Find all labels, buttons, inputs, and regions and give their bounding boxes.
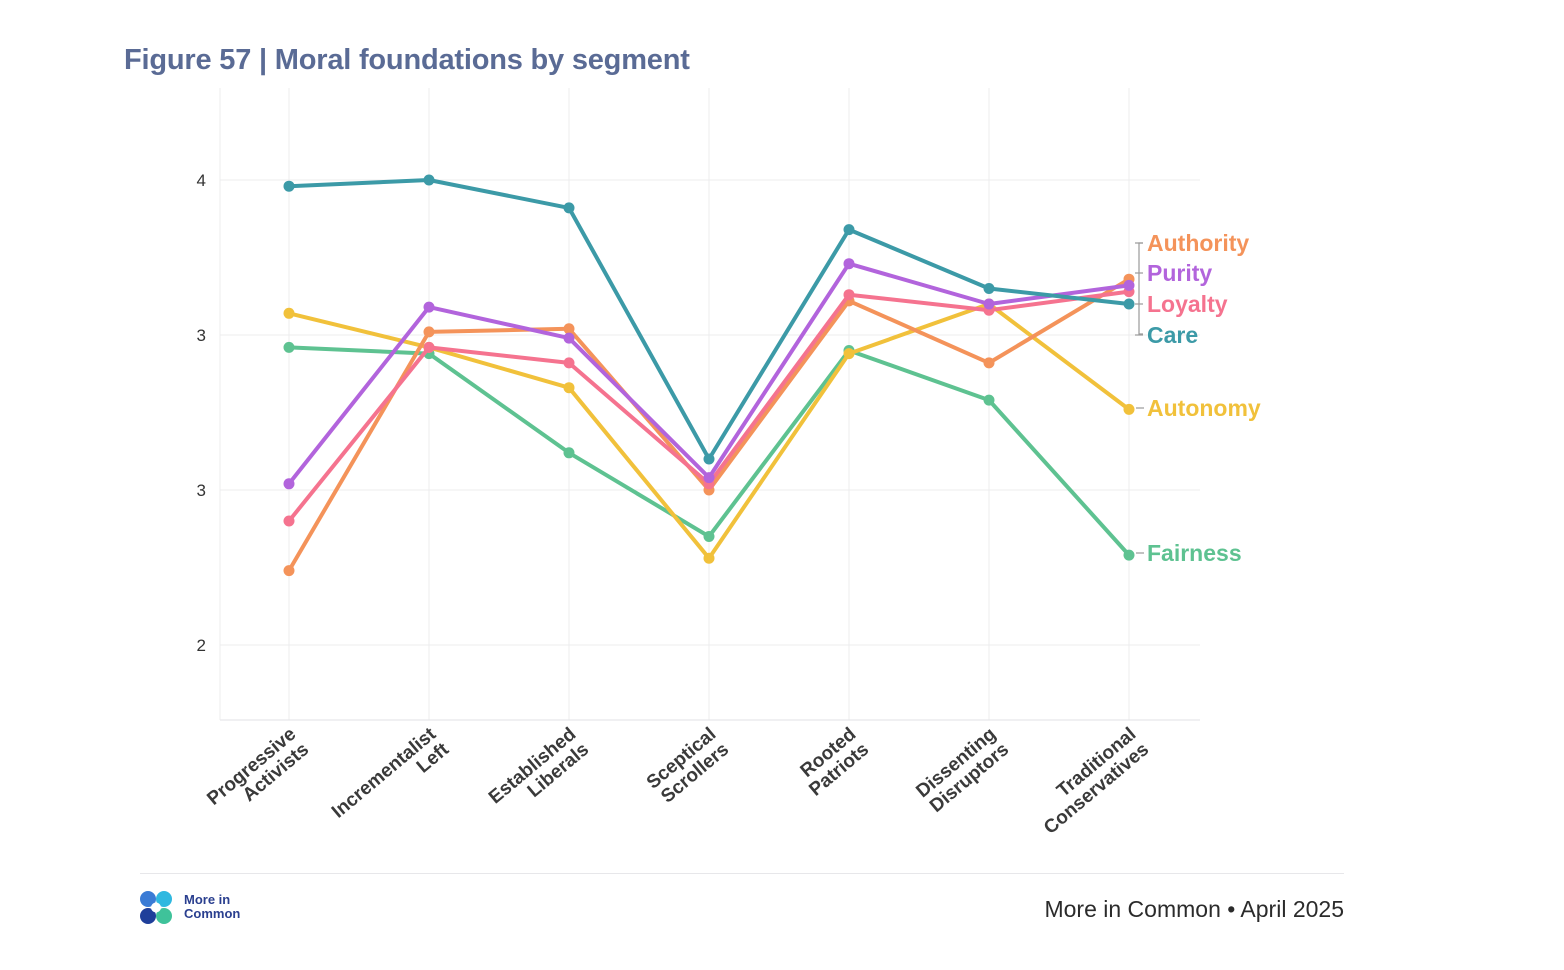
x-tick-label: IncrementalistLeft bbox=[328, 723, 454, 838]
logo-text: More in Common bbox=[184, 893, 240, 921]
data-point-fairness bbox=[283, 341, 295, 353]
data-point-fairness bbox=[563, 447, 575, 459]
data-point-care bbox=[843, 224, 855, 236]
data-point-care bbox=[563, 202, 575, 214]
source-credit: More in Common • April 2025 bbox=[1044, 896, 1344, 922]
y-tick-label: 2 bbox=[197, 636, 206, 655]
x-tick-label: ScepticalScrollers bbox=[643, 724, 733, 809]
data-point-authority bbox=[283, 565, 295, 577]
data-point-loyalty bbox=[563, 357, 575, 369]
data-point-purity bbox=[423, 301, 435, 313]
x-tick-label: TraditionalConservatives bbox=[1027, 724, 1153, 839]
data-point-loyalty bbox=[423, 341, 435, 353]
series-label-care: Care bbox=[1147, 322, 1198, 348]
chart-title: Figure 57 | Moral foundations by segment bbox=[124, 44, 690, 76]
data-point-care bbox=[1123, 298, 1135, 310]
data-point-autonomy bbox=[283, 307, 295, 319]
data-point-purity bbox=[843, 258, 855, 270]
data-point-autonomy bbox=[703, 552, 715, 564]
data-point-authority bbox=[983, 357, 995, 369]
series-label-fairness: Fairness bbox=[1147, 540, 1242, 566]
x-tick-label: DissentingDisruptors bbox=[912, 724, 1013, 818]
data-point-care bbox=[703, 453, 715, 465]
x-tick-label: RootedPatriots bbox=[793, 724, 874, 801]
data-point-loyalty bbox=[843, 289, 855, 301]
svg-text:ScepticalScrollers: ScepticalScrollers bbox=[643, 724, 733, 809]
series-label-loyalty: Loyalty bbox=[1147, 291, 1228, 317]
data-point-autonomy bbox=[563, 382, 575, 394]
svg-text:EstablishedLiberals: EstablishedLiberals bbox=[485, 724, 593, 824]
y-tick-label: 4 bbox=[197, 171, 206, 190]
data-point-authority bbox=[423, 326, 435, 338]
data-point-purity bbox=[283, 478, 295, 490]
data-point-loyalty bbox=[283, 515, 295, 527]
svg-text:IncrementalistLeft: IncrementalistLeft bbox=[328, 723, 454, 838]
data-point-purity bbox=[563, 332, 575, 344]
data-point-care bbox=[283, 180, 295, 192]
y-axis-ticks: 4 3 3 2 bbox=[197, 171, 206, 655]
logo-text-line2: Common bbox=[184, 906, 241, 921]
data-point-purity bbox=[703, 472, 715, 484]
data-point-care bbox=[423, 174, 435, 186]
more-in-common-logo bbox=[140, 891, 172, 924]
footer-divider bbox=[140, 873, 1344, 874]
data-point-purity bbox=[983, 298, 995, 310]
data-point-autonomy bbox=[1123, 403, 1135, 415]
x-axis-labels: ProgressiveActivists IncrementalistLeft Es… bbox=[203, 723, 1153, 838]
data-point-fairness bbox=[1123, 549, 1135, 561]
data-point-fairness bbox=[983, 394, 995, 406]
y-tick-label: 3 bbox=[197, 481, 206, 500]
svg-text:DissentingDisruptors: DissentingDisruptors bbox=[912, 724, 1013, 818]
svg-text:TraditionalConservatives: TraditionalConservatives bbox=[1027, 724, 1153, 839]
data-point-authority bbox=[563, 323, 575, 335]
logo-text-line1: More in bbox=[184, 892, 231, 907]
series-label-autonomy: Autonomy bbox=[1147, 395, 1261, 421]
svg-text:ProgressiveActivists: ProgressiveActivists bbox=[203, 724, 313, 825]
x-tick-label: EstablishedLiberals bbox=[485, 724, 593, 824]
series-labels: Authority Purity Loyalty Care Autonomy Fairne… bbox=[1135, 230, 1261, 566]
svg-text:RootedPatriots: RootedPatriots bbox=[793, 724, 874, 801]
data-point-fairness bbox=[703, 531, 715, 542]
data-point-care bbox=[983, 283, 995, 294]
label-bracket bbox=[1138, 242, 1143, 335]
series-lines bbox=[283, 174, 1135, 577]
series-label-authority: Authority bbox=[1147, 230, 1249, 256]
y-tick-label: 3 bbox=[197, 326, 206, 345]
data-point-autonomy bbox=[843, 348, 855, 360]
data-point-purity bbox=[1123, 279, 1135, 291]
x-tick-label: ProgressiveActivists bbox=[203, 724, 313, 825]
series-label-purity: Purity bbox=[1147, 260, 1212, 286]
